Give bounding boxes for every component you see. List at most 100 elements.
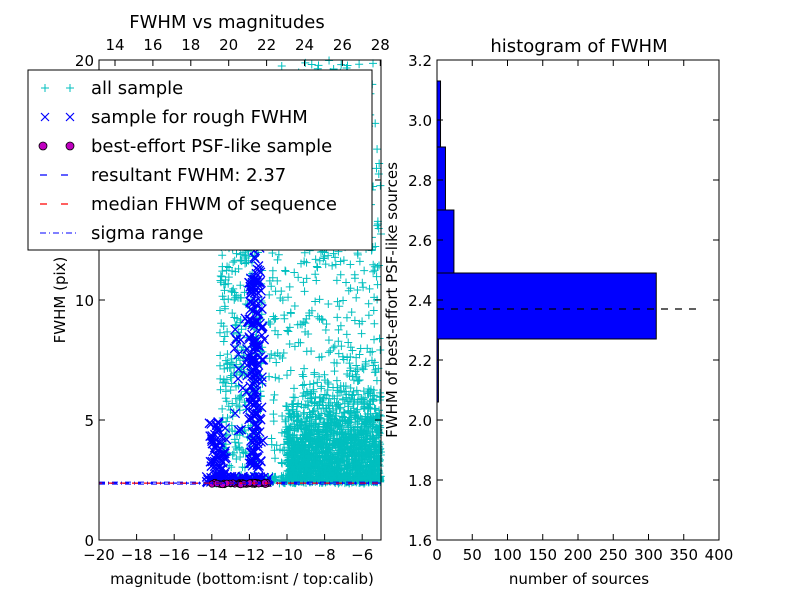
- x-tick-label: 0: [432, 546, 442, 564]
- all-sample-point: [290, 457, 299, 466]
- all-sample-point: [315, 454, 324, 463]
- x-tick-label: −20: [83, 546, 115, 564]
- all-sample-point: [280, 314, 289, 323]
- all-sample-point: [271, 287, 280, 296]
- all-sample-point: [224, 279, 233, 288]
- rough-sample-point: [253, 308, 264, 319]
- all-sample-point: [330, 367, 339, 376]
- all-sample-point: [360, 266, 369, 275]
- all-sample-point: [335, 302, 344, 311]
- all-sample-point: [229, 448, 238, 457]
- all-sample-point: [300, 287, 309, 296]
- all-sample-point: [333, 297, 342, 306]
- all-sample-point: [343, 370, 352, 379]
- all-sample-point: [326, 432, 335, 441]
- all-sample-point: [336, 270, 345, 279]
- all-sample-point: [272, 358, 281, 367]
- all-sample-point: [220, 332, 229, 341]
- all-sample-point: [321, 260, 330, 269]
- all-sample-point: [352, 455, 361, 464]
- all-sample-point: [361, 393, 370, 402]
- all-sample-point: [346, 343, 355, 352]
- all-sample-point: [308, 407, 317, 416]
- rough-sample-point: [246, 287, 257, 298]
- all-sample-point: [339, 408, 348, 417]
- legend-entry: sample for rough FWHM: [40, 107, 308, 128]
- all-sample-point: [333, 386, 342, 395]
- histogram-title: histogram of FWHM: [490, 36, 667, 57]
- all-sample-point: [344, 390, 353, 399]
- top-tick-label: 20: [219, 36, 238, 54]
- all-sample-point: [227, 463, 236, 472]
- scatter-points: [201, 56, 385, 489]
- rough-sample-point: [231, 334, 242, 345]
- all-sample-point: [370, 404, 379, 413]
- x-tick-label: 300: [634, 546, 663, 564]
- histogram-bar: [436, 146, 446, 211]
- all-sample-point: [311, 392, 320, 401]
- all-sample-point: [217, 272, 226, 281]
- all-sample-point: [274, 250, 283, 259]
- all-sample-point: [311, 255, 320, 264]
- all-sample-point: [342, 330, 351, 339]
- all-sample-point: [267, 434, 276, 443]
- y-tick-label: 2.0: [408, 412, 432, 430]
- histogram-bar: [436, 272, 657, 340]
- all-sample-point: [350, 316, 359, 325]
- all-sample-point: [331, 260, 340, 269]
- all-sample-point: [286, 308, 295, 317]
- all-sample-point: [332, 404, 341, 413]
- all-sample-point: [318, 396, 327, 405]
- all-sample-point: [226, 386, 235, 395]
- all-sample-point: [343, 427, 352, 436]
- all-sample-point: [320, 456, 329, 465]
- all-sample-point: [271, 454, 280, 463]
- all-sample-point: [315, 314, 324, 323]
- all-sample-point: [373, 423, 382, 432]
- all-sample-point: [356, 425, 365, 434]
- rough-sample-point: [254, 341, 264, 351]
- rough-sample-point: [247, 356, 258, 367]
- all-sample-point: [299, 450, 308, 459]
- all-sample-point: [370, 319, 379, 328]
- all-sample-point: [302, 274, 311, 283]
- all-sample-point: [326, 412, 335, 421]
- all-sample-point: [283, 371, 292, 380]
- all-sample-point: [216, 351, 225, 360]
- all-sample-point: [324, 421, 333, 430]
- all-sample-point: [360, 405, 369, 414]
- all-sample-point: [232, 320, 241, 329]
- all-sample-point: [315, 372, 324, 381]
- rough-sample-point: [244, 333, 255, 344]
- all-sample-point: [271, 373, 280, 382]
- all-sample-point: [296, 338, 305, 347]
- all-sample-point: [375, 393, 384, 402]
- all-sample-point: [365, 284, 374, 293]
- all-sample-point: [269, 396, 278, 405]
- all-sample-point: [315, 295, 324, 304]
- reference-lines: [99, 481, 381, 485]
- all-sample-point: [296, 417, 305, 426]
- all-sample-point: [265, 354, 274, 363]
- legend-box: [27, 69, 373, 251]
- all-sample-point: [299, 431, 308, 440]
- x-tick-label: −10: [271, 546, 303, 564]
- all-sample-point: [215, 328, 224, 337]
- all-sample-point: [298, 370, 307, 379]
- all-sample-point: [360, 453, 369, 462]
- y-tick-label: 1.6: [408, 532, 432, 550]
- all-sample-point: [335, 436, 344, 445]
- rough-sample-point: [248, 384, 259, 395]
- all-sample-point: [362, 449, 371, 458]
- all-sample-point: [290, 384, 299, 393]
- all-sample-point: [350, 395, 359, 404]
- all-sample-point: [375, 411, 384, 420]
- all-sample-point: [376, 181, 385, 190]
- all-sample-point: [366, 472, 375, 481]
- all-sample-point: [322, 319, 331, 328]
- all-sample-point: [299, 410, 308, 419]
- all-sample-point: [313, 401, 322, 410]
- all-sample-point: [298, 381, 307, 390]
- all-sample-point: [236, 452, 245, 461]
- all-sample-point: [223, 350, 232, 359]
